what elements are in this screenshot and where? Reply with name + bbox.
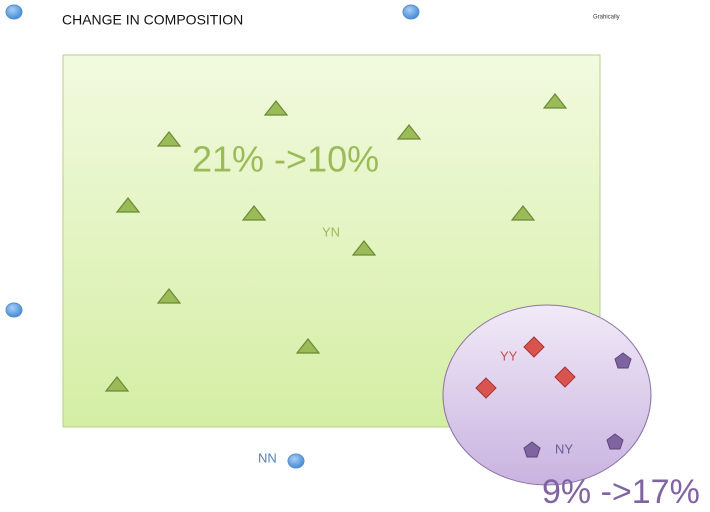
yy-label: YY (500, 348, 518, 363)
triangle (542, 93, 568, 109)
triangle (396, 124, 422, 140)
handles (5, 4, 420, 469)
pentagon (523, 441, 541, 458)
yn-change: 21% ->10% (192, 139, 379, 180)
pentagon (614, 352, 632, 369)
triangle (263, 100, 289, 116)
handle (402, 4, 420, 20)
triangle (156, 288, 182, 304)
triangle (351, 240, 377, 256)
ny-change: 9% ->17% (542, 473, 700, 511)
pentagons (523, 352, 632, 458)
triangle (104, 376, 130, 392)
triangle (241, 205, 267, 221)
handle (287, 453, 305, 469)
diamond (554, 366, 576, 388)
title: CHANGE IN COMPOSITION (62, 12, 243, 28)
triangles (104, 93, 568, 392)
triangle (510, 205, 536, 221)
diamonds (475, 336, 576, 399)
yn-label: YN (322, 224, 340, 239)
diamond (523, 336, 545, 358)
triangle (295, 338, 321, 354)
ny-region (442, 304, 652, 486)
triangle (156, 131, 182, 147)
ny-label: NY (555, 441, 573, 456)
note: Grahically (593, 15, 620, 21)
pentagon (606, 433, 624, 450)
diamond (475, 377, 497, 399)
handle (5, 302, 23, 318)
triangle (115, 197, 141, 213)
handle (5, 4, 23, 20)
nn-label: NN (258, 450, 277, 465)
